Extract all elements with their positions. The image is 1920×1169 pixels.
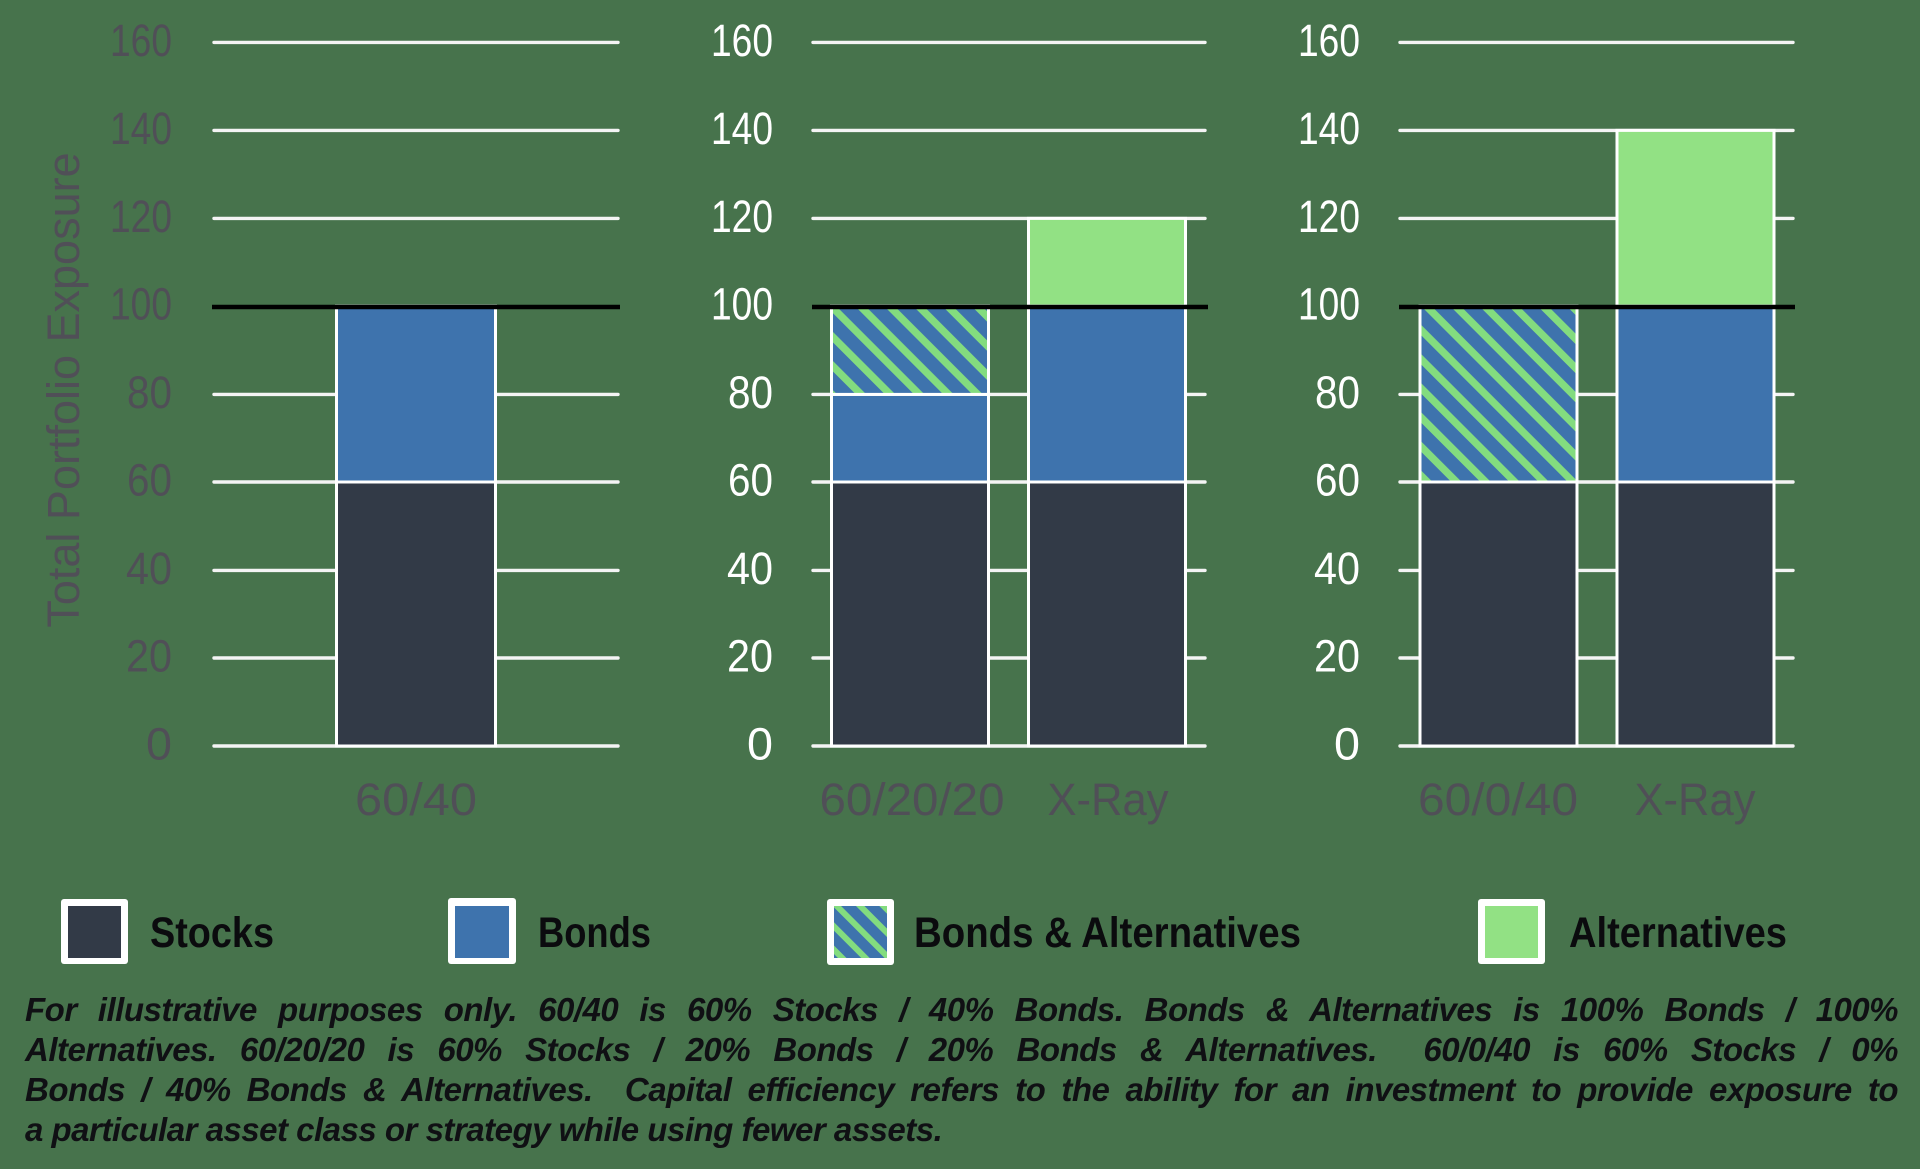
svg-text:100: 100 [110, 279, 172, 330]
svg-text:140: 140 [1298, 103, 1360, 154]
svg-text:120: 120 [1298, 191, 1360, 242]
svg-text:Alternatives: Alternatives [1569, 909, 1787, 957]
svg-text:20: 20 [727, 631, 773, 682]
svg-text:X-Ray: X-Ray [1635, 774, 1756, 825]
svg-text:60: 60 [1315, 455, 1360, 506]
svg-text:20: 20 [1314, 631, 1360, 682]
svg-text:160: 160 [1298, 15, 1360, 66]
svg-text:Total Portfolio Exposure: Total Portfolio Exposure [38, 152, 89, 627]
svg-text:0: 0 [1334, 719, 1360, 770]
svg-text:60/0/40: 60/0/40 [1418, 774, 1578, 825]
svg-text:40: 40 [1314, 543, 1360, 594]
svg-text:100: 100 [1298, 279, 1360, 330]
svg-text:140: 140 [110, 103, 172, 154]
svg-text:140: 140 [711, 103, 773, 154]
svg-text:100: 100 [711, 279, 773, 330]
svg-text:60: 60 [728, 455, 773, 506]
svg-text:60: 60 [127, 455, 172, 506]
svg-text:Stocks: Stocks [150, 909, 274, 957]
svg-text:120: 120 [110, 191, 172, 242]
svg-text:80: 80 [127, 367, 172, 418]
svg-text:0: 0 [146, 719, 172, 770]
svg-text:80: 80 [1315, 367, 1360, 418]
svg-text:20: 20 [126, 631, 172, 682]
svg-text:160: 160 [110, 15, 172, 66]
svg-text:Bonds: Bonds [538, 909, 651, 957]
svg-text:120: 120 [711, 191, 773, 242]
svg-text:40: 40 [126, 543, 172, 594]
svg-text:X-Ray: X-Ray [1048, 774, 1169, 825]
svg-text:80: 80 [728, 367, 773, 418]
svg-text:160: 160 [711, 15, 773, 66]
svg-text:0: 0 [747, 719, 773, 770]
svg-text:Bonds & Alternatives: Bonds & Alternatives [914, 909, 1301, 957]
svg-text:40: 40 [727, 543, 773, 594]
svg-text:60/20/20: 60/20/20 [820, 774, 1005, 825]
svg-text:60/40: 60/40 [355, 774, 477, 825]
